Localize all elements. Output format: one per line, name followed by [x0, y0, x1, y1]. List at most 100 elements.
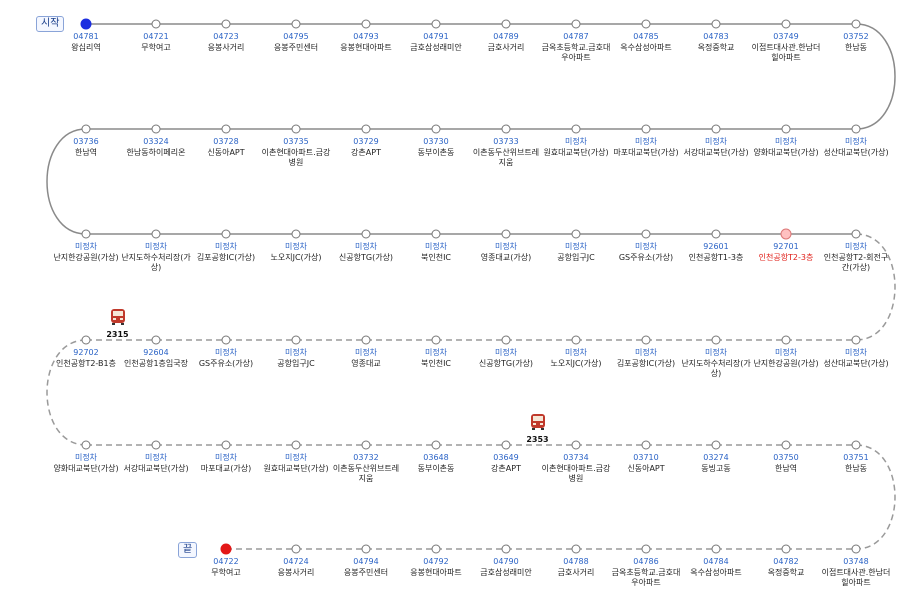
bus-stop[interactable]: 미정차 신공항TG(가상): [471, 348, 541, 369]
bus-stop[interactable]: 03734 이촌현대아파트.금강병원: [541, 453, 611, 484]
bus-stop[interactable]: 03274 동빙고동: [681, 453, 751, 474]
stop-dot: [781, 440, 791, 450]
bus-stop[interactable]: 04791 금호삼성래미안: [401, 32, 471, 53]
bus-stop[interactable]: 미정차 GS주유소(가상): [191, 348, 261, 369]
stop-code: 92601: [703, 242, 729, 251]
bus-stop[interactable]: 04783 옥정중학교: [681, 32, 751, 53]
bus-stop[interactable]: 미정차 양화대교북단(가상): [751, 137, 821, 158]
bus-stop[interactable]: 04781 왕십리역: [51, 32, 121, 53]
bus-stop[interactable]: 미정차 난지한강공원(가상): [51, 242, 121, 263]
bus-stop[interactable]: 미정차 북인천IC: [401, 242, 471, 263]
bus-stop[interactable]: 미정차 김포공항IC(가상): [191, 242, 261, 263]
stop-name: 인천공항1층임국장: [124, 359, 188, 368]
bus-stop[interactable]: 미정차 난지도하수처리장(가상): [121, 242, 191, 273]
bus-stop[interactable]: 03710 신동아APT: [611, 453, 681, 474]
stop-name: 인천공항T2-회전구간(가상): [823, 253, 889, 272]
stop-code: 03749: [773, 32, 799, 41]
route-turn: [855, 23, 896, 130]
stop-dot: [151, 124, 161, 134]
bus-stop[interactable]: 미정차 공항입구JC: [541, 242, 611, 263]
bus-stop[interactable]: 미정차 북인천IC: [401, 348, 471, 369]
stop-dot: [361, 124, 371, 134]
bus-stop[interactable]: 92702 인천공항T2-B1층: [51, 348, 121, 369]
bus-stop[interactable]: 03752 한남동: [821, 32, 891, 53]
stop-code: 03751: [843, 453, 869, 462]
bus-stop[interactable]: 04723 응봉사거리: [191, 32, 261, 53]
bus-stop[interactable]: 04790 금호삼성래미안: [471, 557, 541, 578]
bus-stop[interactable]: 미정차 영종대교: [331, 348, 401, 369]
stop-code: 04793: [353, 32, 379, 41]
bus-marker[interactable]: 2315: [103, 308, 133, 340]
stop-dot: [431, 335, 441, 345]
bus-stop[interactable]: 미정차 성산대교북단(가상): [821, 348, 891, 369]
bus-stop[interactable]: 미정차 난지도하수처리장(가상): [681, 348, 751, 379]
stop-dot: [291, 229, 301, 239]
bus-stop[interactable]: 03735 이촌현대아파트.금강병원: [261, 137, 331, 168]
stop-dot: [571, 544, 581, 554]
bus-stop[interactable]: 미정차 원효대교북단(가상): [541, 137, 611, 158]
stop-dot: [711, 124, 721, 134]
bus-stop[interactable]: 03732 이촌동두산위브트레지움: [331, 453, 401, 484]
bus-stop[interactable]: 04782 옥정중학교: [751, 557, 821, 578]
stop-name: 김포공항IC(가상): [616, 359, 676, 368]
stop-name: 금옥초등학교.금호대우아파트: [541, 43, 611, 62]
bus-stop[interactable]: 미정차 양화대교북단(가상): [51, 453, 121, 474]
stop-dot: [221, 335, 231, 345]
bus-stop[interactable]: 03733 이촌동두산위브트레지움: [471, 137, 541, 168]
bus-stop[interactable]: 04784 옥수삼성아파트: [681, 557, 751, 578]
bus-stop[interactable]: 04724 응봉사거리: [261, 557, 331, 578]
bus-stop[interactable]: 미정차 노오지JC(가상): [541, 348, 611, 369]
bus-stop[interactable]: 미정차 마포대교(가상): [191, 453, 261, 474]
bus-stop[interactable]: 03748 이접트대사관.한남더힐아파트: [821, 557, 891, 588]
bus-marker[interactable]: 2353: [523, 413, 553, 445]
bus-stop[interactable]: 03648 동부이촌동: [401, 453, 471, 474]
bus-stop[interactable]: 03730 동부이촌동: [401, 137, 471, 158]
bus-stop[interactable]: 미정차 난지한강공원(가상): [751, 348, 821, 369]
bus-stop[interactable]: 미정차 서강대교북단(가상): [121, 453, 191, 474]
stop-name: 무학여고: [211, 568, 241, 577]
bus-stop[interactable]: 04793 응봉현대아파트: [331, 32, 401, 53]
stop-dot: [571, 124, 581, 134]
bus-stop[interactable]: 04787 금옥초등학교.금호대우아파트: [541, 32, 611, 63]
stop-name: 무학여고: [141, 43, 171, 52]
bus-stop[interactable]: 04789 금호사거리: [471, 32, 541, 53]
bus-stop[interactable]: 미정차 신공항TG(가상): [331, 242, 401, 263]
bus-stop[interactable]: 04792 응봉현대아파트: [401, 557, 471, 578]
bus-stop[interactable]: 03728 신동아APT: [191, 137, 261, 158]
bus-stop[interactable]: 03751 한남동: [821, 453, 891, 474]
stop-name: 옥정중학교: [767, 568, 805, 577]
bus-stop[interactable]: 미정차 공항입구JC: [261, 348, 331, 369]
bus-stop[interactable]: 04788 금호사거리: [541, 557, 611, 578]
bus-stop[interactable]: 미정차 원효대교북단(가상): [261, 453, 331, 474]
bus-stop[interactable]: 03749 이접트대사관.한남더힐아파트: [751, 32, 821, 63]
bus-stop[interactable]: 미정차 성산대교북단(가상): [821, 137, 891, 158]
stop-name: 응봉현대아파트: [340, 43, 392, 52]
stop-name: 마포대교북단(가상): [613, 148, 679, 157]
bus-stop[interactable]: 미정차 김포공항IC(가상): [611, 348, 681, 369]
bus-stop[interactable]: 미정차 마포대교북단(가상): [611, 137, 681, 158]
bus-stop[interactable]: 92601 인천공항T1-3층: [681, 242, 751, 263]
bus-stop[interactable]: 미정차 인천공항T2-회전구간(가상): [821, 242, 891, 273]
bus-stop[interactable]: 03750 한남역: [751, 453, 821, 474]
bus-stop[interactable]: 04722 무학여고: [191, 557, 261, 578]
bus-stop[interactable]: 미정차 서강대교북단(가상): [681, 137, 751, 158]
bus-stop[interactable]: 04794 응봉주민센터: [331, 557, 401, 578]
bus-stop[interactable]: 04795 응봉주민센터: [261, 32, 331, 53]
bus-stop[interactable]: 03649 강촌APT: [471, 453, 541, 474]
bus-stop[interactable]: 미정차 GS주유소(가상): [611, 242, 681, 263]
bus-stop[interactable]: 04786 금옥초등학교.금호대우아파트: [611, 557, 681, 588]
bus-stop[interactable]: 04785 옥수삼성아파트: [611, 32, 681, 53]
bus-stop[interactable]: 미정차 영종대교(가상): [471, 242, 541, 263]
bus-stop[interactable]: 03324 한남동하이페리온: [121, 137, 191, 158]
stop-code: 04791: [423, 32, 449, 41]
bus-stop[interactable]: 04721 무학여고: [121, 32, 191, 53]
bus-stop[interactable]: 03736 한남역: [51, 137, 121, 158]
bus-stop[interactable]: 03729 강촌APT: [331, 137, 401, 158]
stop-dot: [221, 229, 231, 239]
stop-code: 92604: [143, 348, 169, 357]
bus-stop[interactable]: 미정차 노오지JC(가상): [261, 242, 331, 263]
stop-dot: [291, 440, 301, 450]
bus-stop[interactable]: 92604 인천공항1층임국장: [121, 348, 191, 369]
bus-stop[interactable]: 92701 인천공항T2-3층: [751, 242, 821, 263]
stop-code: 미정차: [564, 242, 588, 251]
